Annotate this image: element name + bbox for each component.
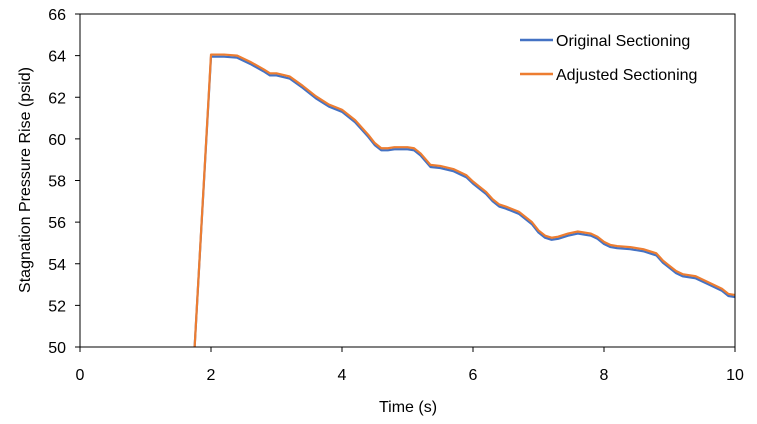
y-tick-label: 66 — [48, 7, 66, 24]
y-tick-label: 58 — [48, 174, 66, 191]
x-tick-label: 10 — [726, 367, 744, 384]
y-tick-label: 64 — [48, 49, 66, 66]
y-tick-label: 54 — [48, 257, 66, 274]
x-tick-label: 6 — [469, 367, 478, 384]
y-tick-label: 56 — [48, 215, 66, 232]
x-tick-label: 4 — [338, 367, 347, 384]
series-layer — [193, 53, 735, 347]
y-tick-label: 62 — [48, 90, 66, 107]
legend-label-adjusted-sectioning: Adjusted Sectioning — [556, 67, 697, 84]
y-tick-label: 50 — [48, 340, 66, 357]
series-line-adjusted-sectioning — [193, 53, 735, 347]
legend-label-original-sectioning: Original Sectioning — [556, 33, 690, 50]
series-line-original-sectioning — [193, 55, 735, 347]
y-tick-label: 60 — [48, 132, 66, 149]
x-axis-ticks: 0 2 4 6 8 10 — [76, 347, 744, 384]
x-tick-label: 0 — [76, 367, 85, 384]
x-tick-label: 8 — [600, 367, 609, 384]
y-axis-ticks: 50 52 54 56 58 60 62 64 66 — [48, 7, 80, 357]
legend: Original Sectioning Adjusted Sectioning — [520, 33, 697, 84]
plot-background — [80, 14, 735, 347]
x-axis-title: Time (s) — [379, 399, 437, 416]
x-tick-label: 2 — [207, 367, 216, 384]
y-axis-title: Stagnation Pressure Rise (psid) — [17, 67, 34, 293]
plot-area — [80, 14, 735, 347]
y-tick-label: 52 — [48, 298, 66, 315]
